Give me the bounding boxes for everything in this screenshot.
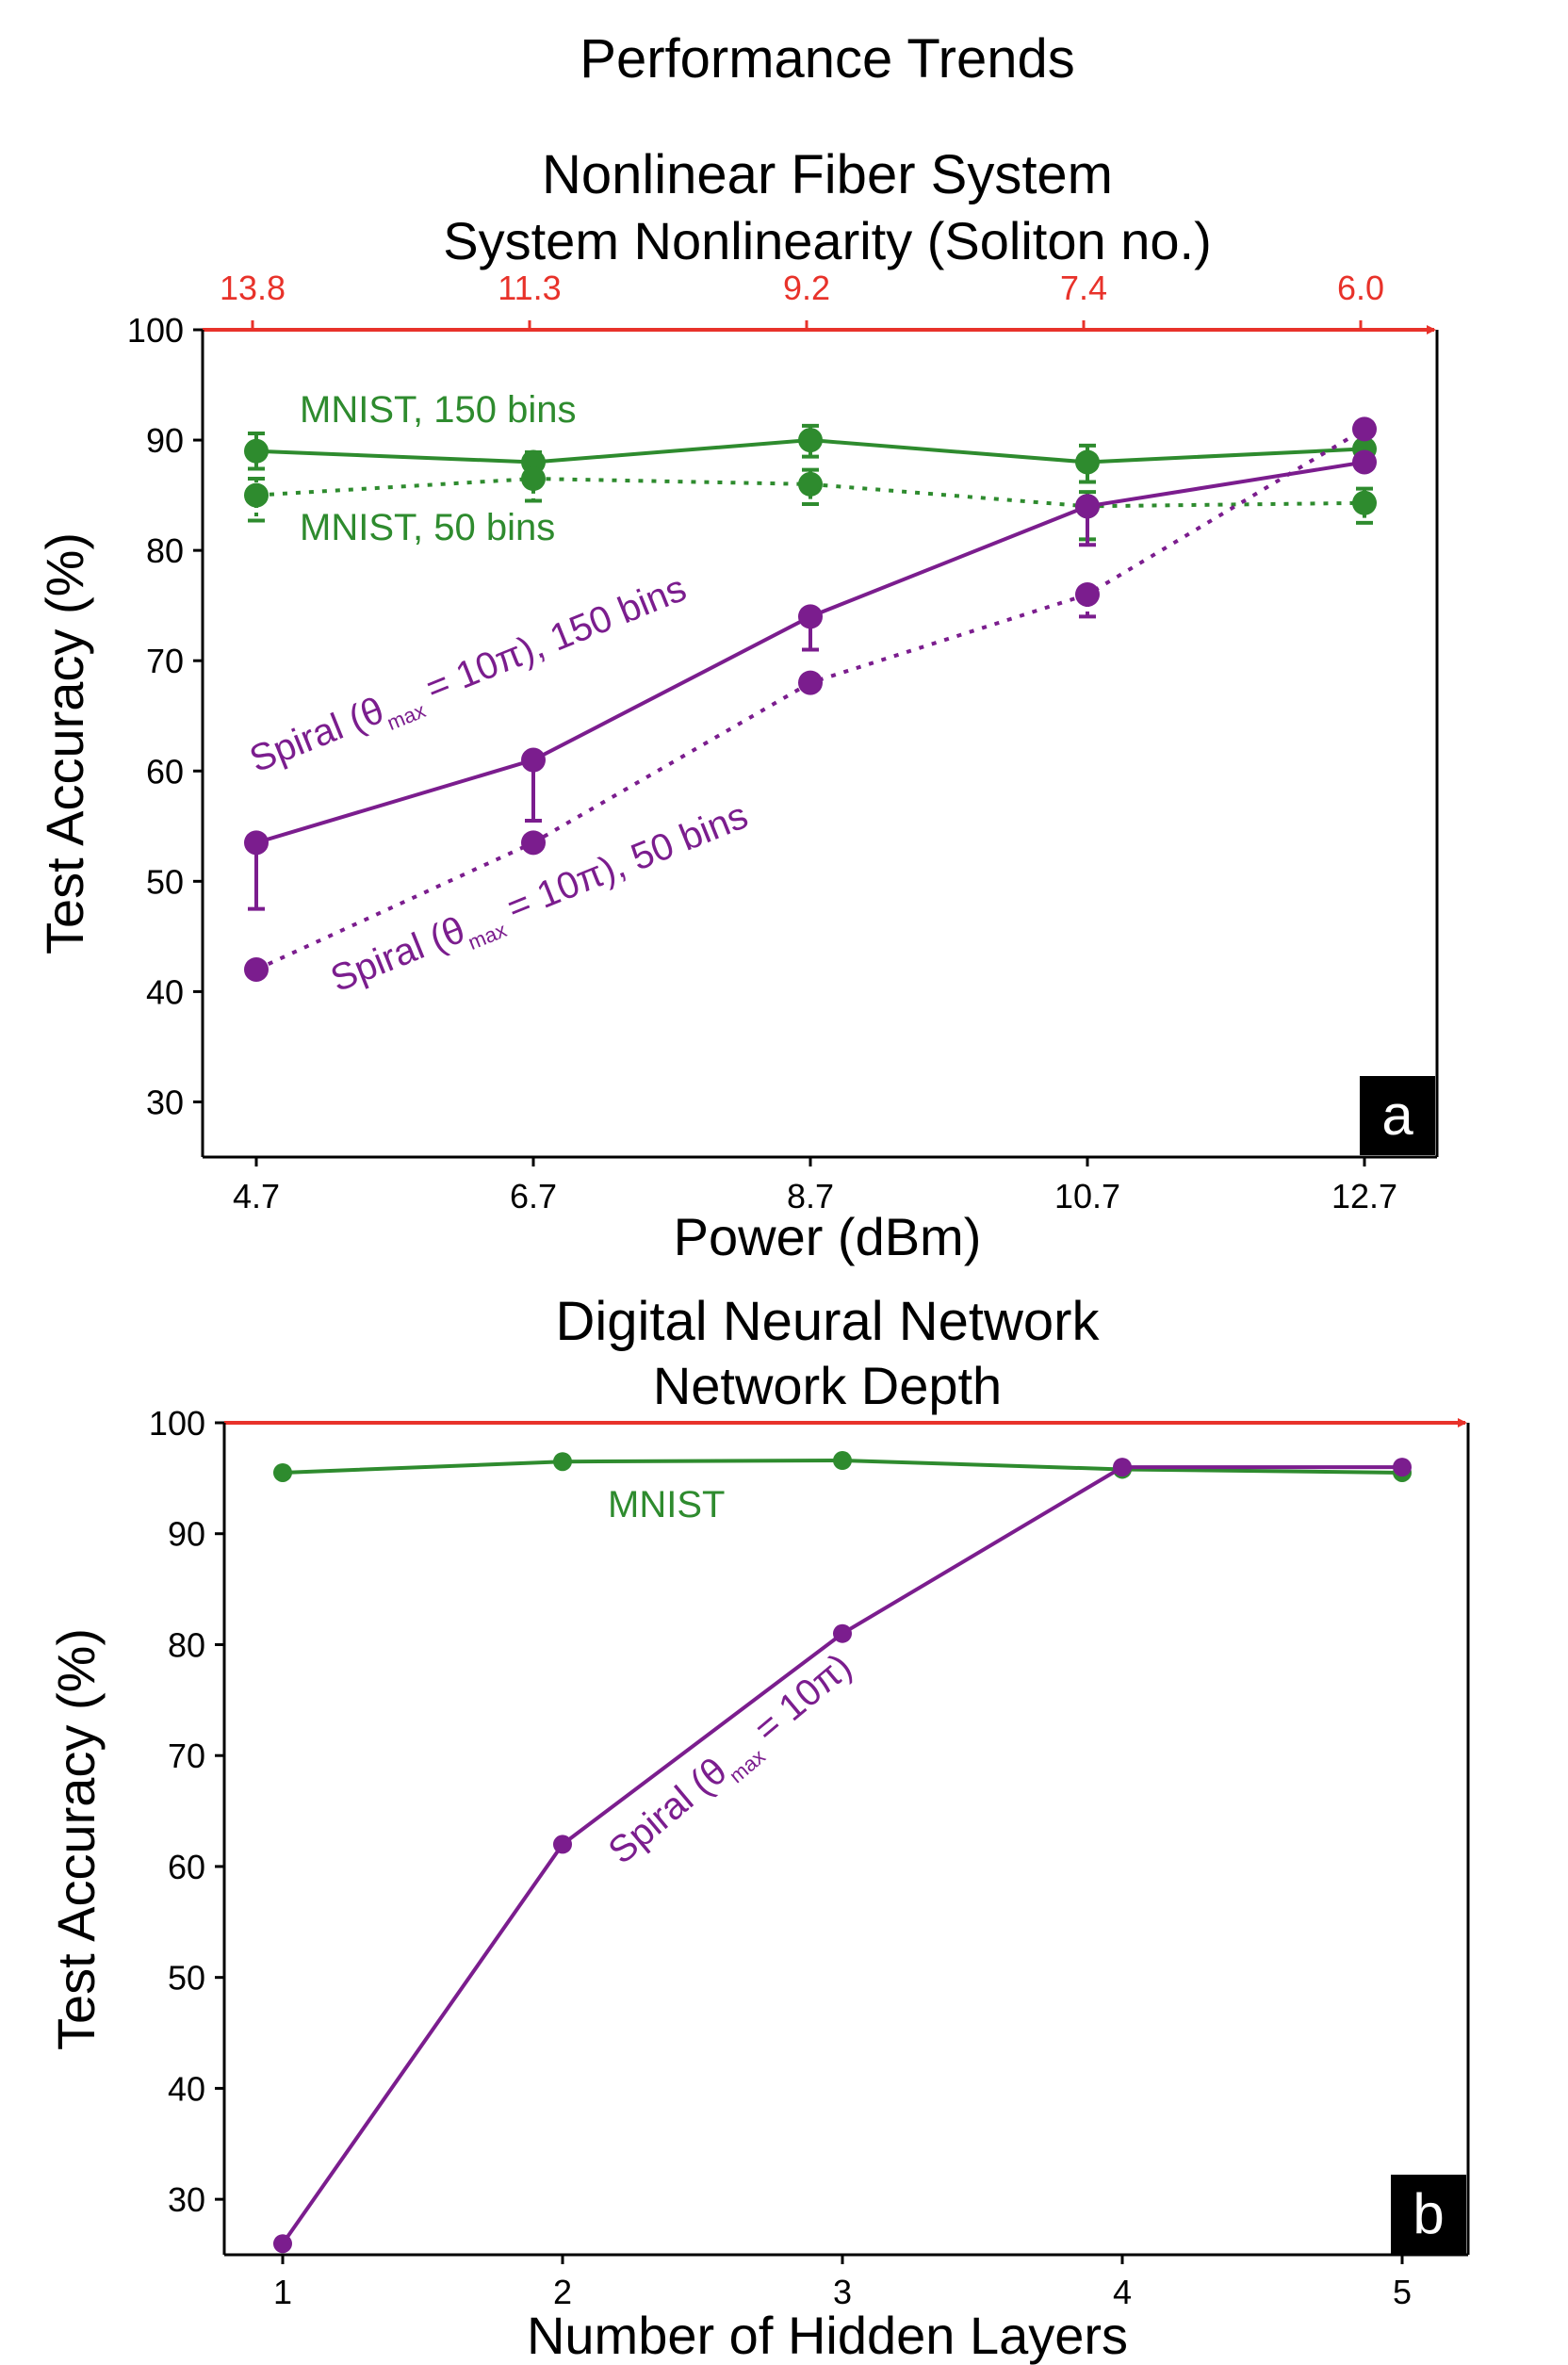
chart-b-panel-letter: b: [1413, 2182, 1444, 2245]
chart-a-series-4-point-1: [244, 956, 269, 982]
chart-a-xtick-4: 10.7: [1054, 1177, 1120, 1215]
chart-a-series-2-point-2: [521, 466, 546, 492]
chart-b-series-2-point-5: [1393, 1458, 1412, 1477]
chart-a-series-3-point-4: [1075, 494, 1100, 519]
figure-title: Performance Trends: [580, 28, 1074, 90]
chart-a-xlabel: Power (dBm): [674, 1207, 982, 1266]
chart-b-ytick-90: 90: [168, 1515, 205, 1554]
chart-b-xticks: 1 2 3 4 5: [273, 2273, 1412, 2311]
chart-a-series-4-point-4: [1075, 581, 1100, 607]
chart-a-top-tick-2: 11.3: [498, 269, 561, 307]
chart-b-label-spiral: Spiral (θmax = 10π): [601, 1646, 865, 1879]
chart-b-ytick-70: 70: [168, 1737, 205, 1775]
chart-a-panel-badge: [1360, 1076, 1435, 1155]
chart-a-series-3-point-1: [244, 830, 269, 856]
chart-a: Nonlinear Fiber System System Nonlineari…: [35, 144, 1439, 1266]
chart-b-ytick-80: 80: [168, 1625, 205, 1664]
chart-a-title: Nonlinear Fiber System: [542, 144, 1113, 205]
chart-b-ytickmarks: [215, 1421, 224, 2201]
chart-b-ytick-40: 40: [168, 2069, 205, 2108]
chart-b-xtick-2: 2: [553, 2273, 572, 2311]
chart-a-top-tick-5: 6.0: [1337, 269, 1384, 307]
chart-a-label-spiral150: Spiral (θmax = 10π), 150 bins: [244, 567, 694, 788]
chart-a-series-1-point-1: [244, 438, 269, 464]
chart-a-series-2-point-5: [1352, 490, 1377, 515]
chart-b-series-2-line: [281, 1465, 1402, 2245]
chart-a-series-layer: [244, 416, 1377, 982]
chart-a-ytick-90: 90: [146, 421, 184, 460]
chart-a-ytick-50: 50: [146, 862, 184, 901]
chart-b-label-mnist: MNIST: [608, 1484, 725, 1525]
chart-b-panel-badge: [1391, 2175, 1466, 2254]
chart-a-top-ticks: 13.8 11.3 9.2 7.4 6.0: [220, 269, 1384, 307]
chart-a-ytickmarks: [193, 328, 203, 1103]
chart-a-series-4-point-2: [521, 830, 546, 856]
chart-b-ytick-50: 50: [168, 1959, 205, 1998]
chart-b-series-2-point-1: [273, 2234, 292, 2254]
chart-a-top-tick-4: 7.4: [1060, 269, 1107, 307]
chart-b-ylabel: Test Accuracy (%): [46, 1628, 106, 2050]
chart-a-series-3-point-5: [1352, 449, 1377, 475]
chart-a-label-mnist150: MNIST, 150 bins: [300, 389, 576, 431]
chart-b-series-layer: [273, 1451, 1412, 2254]
chart-b-series-1-point-3: [833, 1451, 852, 1471]
chart-b: Digital Neural Network Network Depth 30 …: [46, 1291, 1470, 2365]
chart-a-secondary-xlabel: System Nonlinearity (Soliton no.): [443, 211, 1211, 270]
chart-a-xtickmarks: [254, 1157, 1366, 1166]
chart-b-xtick-3: 3: [833, 2273, 852, 2311]
chart-b-title: Digital Neural Network: [556, 1291, 1101, 1352]
chart-a-yticks: 30 40 50 60 70 80 90 100: [127, 311, 184, 1121]
chart-a-xtick-5: 12.7: [1331, 1177, 1397, 1215]
chart-a-series-2-point-3: [798, 471, 823, 497]
chart-b-series-2-point-4: [1113, 1458, 1132, 1477]
chart-b-series-2-point-2: [553, 1835, 572, 1854]
chart-b-ytick-30: 30: [168, 2180, 205, 2219]
chart-a-series-4-point-3: [798, 670, 823, 695]
chart-b-xtick-4: 4: [1113, 2273, 1132, 2311]
chart-b-series-2-point-3: [833, 1623, 852, 1643]
chart-b-series-1-point-2: [553, 1452, 572, 1472]
chart-a-series-3-point-2: [521, 747, 546, 773]
chart-a-xticks: 4.7 6.7 8.7 10.7 12.7: [233, 1177, 1397, 1215]
chart-a-ylabel: Test Accuracy (%): [35, 532, 94, 954]
chart-b-xtick-5: 5: [1393, 2273, 1412, 2311]
chart-a-label-mnist50: MNIST, 50 bins: [300, 507, 555, 548]
chart-a-ytick-60: 60: [146, 752, 184, 791]
chart-b-xtick-1: 1: [273, 2273, 292, 2311]
chart-a-top-tick-1: 13.8: [220, 269, 286, 307]
chart-a-panel-letter: a: [1381, 1084, 1413, 1147]
chart-b-yticks: 30 40 50 60 70 80 90 100: [149, 1404, 205, 2219]
chart-b-xlabel: Number of Hidden Layers: [527, 2306, 1128, 2365]
chart-a-series-2-point-1: [244, 482, 269, 508]
chart-b-secondary-xlabel: Network Depth: [653, 1356, 1002, 1415]
chart-a-xtick-2: 6.7: [510, 1177, 557, 1215]
chart-a-xtick-1: 4.7: [233, 1177, 280, 1215]
chart-a-label-spiral50: Spiral (θmax = 10π), 50 bins: [325, 794, 757, 1006]
chart-a-ytick-40: 40: [146, 972, 184, 1011]
chart-a-top-tick-3: 9.2: [783, 269, 830, 307]
chart-b-series-1-point-1: [273, 1462, 292, 1482]
chart-a-series-4-point-5: [1352, 416, 1377, 442]
chart-a-ytick-70: 70: [146, 642, 184, 680]
chart-b-xtickmarks: [281, 2255, 1404, 2264]
chart-a-series-1-point-4: [1075, 449, 1100, 475]
chart-a-series-1-point-3: [798, 428, 823, 453]
chart-a-xtick-3: 8.7: [787, 1177, 834, 1215]
chart-b-ytick-100: 100: [149, 1404, 205, 1443]
chart-a-series-3-point-3: [798, 604, 823, 629]
chart-b-ytick-60: 60: [168, 1848, 205, 1886]
chart-a-ytick-80: 80: [146, 531, 184, 570]
chart-a-ytick-100: 100: [127, 311, 184, 350]
chart-a-ytick-30: 30: [146, 1083, 184, 1121]
